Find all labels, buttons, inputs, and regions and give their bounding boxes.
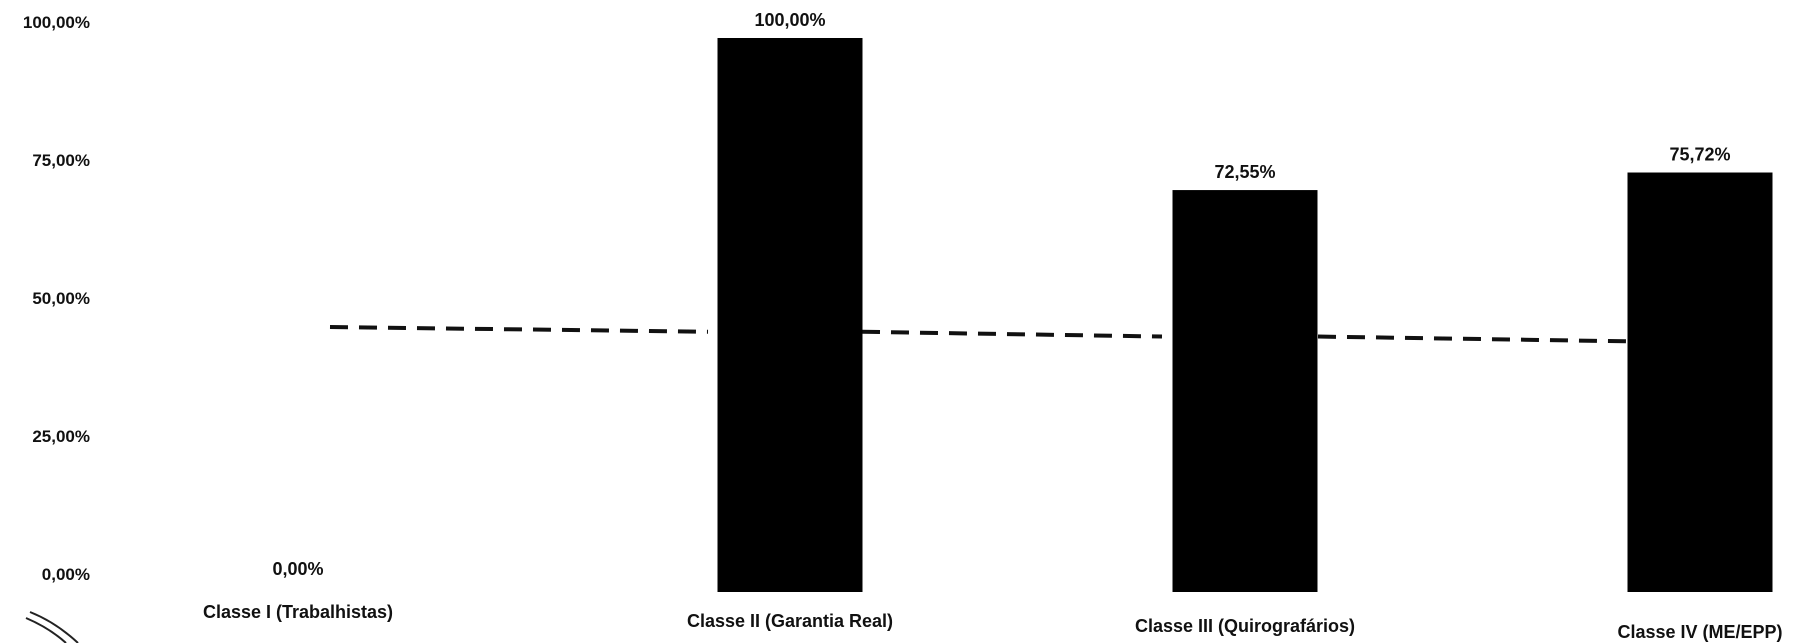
data-label: 72,55% — [1214, 162, 1275, 182]
bars — [717, 38, 1773, 592]
reference-line-segment — [329, 325, 709, 334]
bar — [1172, 190, 1318, 592]
bar — [717, 38, 863, 592]
data-labels: 0,00% 100,00% 72,55% 75,72% — [272, 10, 1730, 579]
reference-line-segment — [861, 329, 1163, 339]
category-label: Classe I (Trabalhistas) — [203, 602, 393, 622]
pen-mark-decoration — [25, 611, 79, 643]
reference-line-segment — [1317, 334, 1628, 344]
category-label: Classe II (Garantia Real) — [687, 611, 893, 631]
y-tick-label: 100,00% — [23, 13, 90, 32]
bar — [1627, 172, 1773, 592]
y-tick-label: 25,00% — [32, 427, 90, 446]
data-label: 0,00% — [272, 559, 323, 579]
y-tick-label: 75,00% — [32, 151, 90, 170]
y-tick-label: 50,00% — [32, 289, 90, 308]
category-label: Classe III (Quirografários) — [1135, 616, 1355, 636]
data-label: 100,00% — [754, 10, 825, 30]
reference-line-layer — [329, 325, 1628, 344]
category-label: Classe IV (ME/EPP) — [1617, 622, 1782, 642]
data-label: 75,72% — [1669, 145, 1730, 165]
category-labels: Classe I (Trabalhistas) Classe II (Garant… — [203, 602, 1783, 642]
y-tick-label: 0,00% — [42, 565, 90, 584]
y-axis: 0,00% 25,00% 50,00% 75,00% 100,00% — [23, 13, 90, 584]
